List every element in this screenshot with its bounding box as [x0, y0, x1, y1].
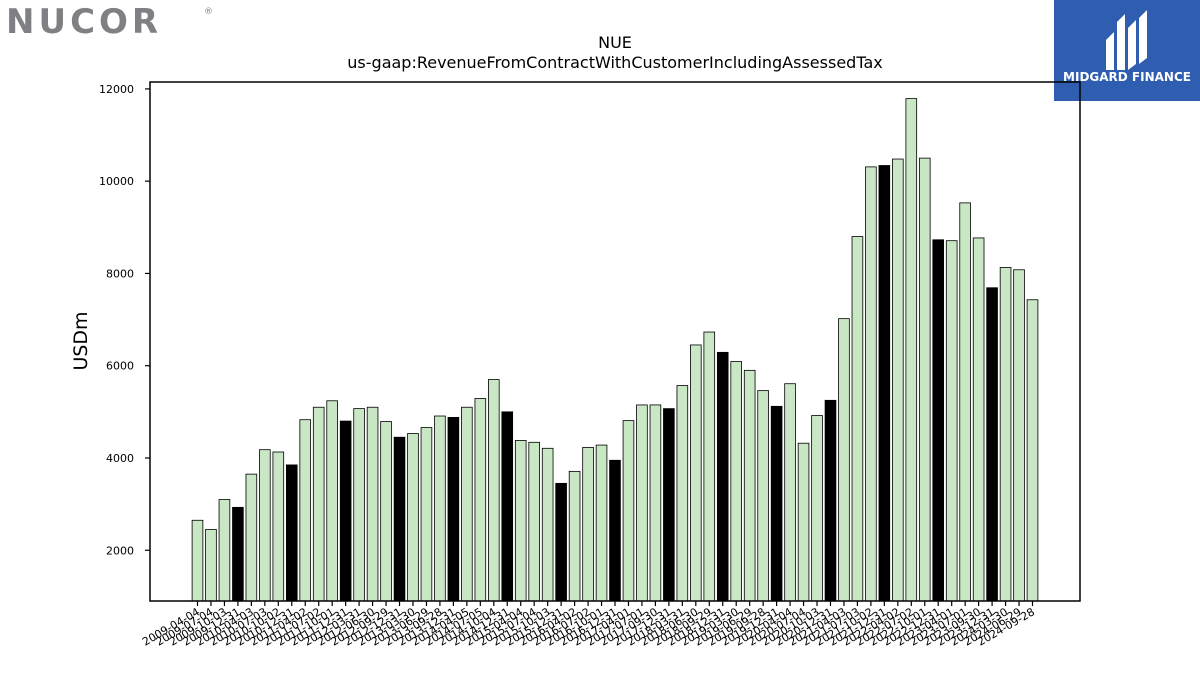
bar [878, 165, 891, 602]
midgard-logo-text: MIDGARD FINANCE [1063, 70, 1191, 84]
bar [595, 444, 608, 602]
bar [663, 408, 675, 602]
midgard-emblem-icon [1106, 10, 1147, 70]
bar [582, 446, 594, 602]
bar [380, 421, 392, 602]
bar [811, 415, 823, 602]
bar [514, 440, 527, 602]
bar [824, 399, 837, 602]
bar [757, 390, 769, 602]
bar [959, 202, 971, 602]
y-axis-label: USDm [70, 311, 92, 370]
bar [932, 239, 945, 602]
bar [918, 157, 931, 602]
plot-frame [149, 81, 1081, 602]
nucor-logo-text: NUCOR [6, 4, 162, 38]
bar [986, 287, 998, 602]
bar [272, 451, 285, 602]
bar [407, 433, 419, 602]
bar [259, 449, 271, 602]
bar [676, 385, 689, 602]
bar [865, 166, 877, 602]
y-tick-label: 12000 [99, 83, 134, 96]
bar [703, 331, 716, 602]
bars [191, 98, 1039, 602]
bar [892, 158, 904, 602]
bar [474, 398, 487, 602]
bar [770, 405, 783, 602]
bar [838, 318, 850, 602]
bar [905, 98, 918, 602]
y-tick-label: 10000 [99, 175, 134, 188]
bar [1026, 299, 1039, 602]
bar [784, 383, 796, 602]
midgard-finance-logo: MIDGARD FINANCE [1054, 0, 1200, 101]
bar [622, 420, 635, 602]
y-tick-label: 2000 [106, 544, 134, 557]
chart-title: NUE [598, 33, 632, 52]
bar [312, 406, 325, 602]
bar [393, 436, 406, 602]
bar [972, 237, 985, 602]
bar [999, 267, 1012, 602]
bar [366, 406, 379, 602]
bar [191, 519, 204, 602]
bar [528, 441, 540, 602]
bar [649, 404, 662, 602]
bar [555, 482, 567, 602]
bar [218, 499, 231, 602]
bar [487, 379, 500, 602]
bar [568, 470, 581, 602]
bar [326, 400, 338, 602]
bar [434, 415, 446, 602]
bar [716, 351, 729, 602]
y-tick-label: 8000 [106, 267, 134, 280]
bar [447, 416, 460, 602]
nucor-logo: NUCOR ® [6, 4, 213, 38]
bar [851, 236, 864, 602]
bar [353, 408, 365, 602]
y-axis-ticks: 2000 4000 6000 8000 10000 12000 [99, 83, 150, 557]
registered-mark-icon: ® [204, 7, 213, 17]
bar [636, 404, 648, 602]
bar [690, 344, 702, 602]
bar [1013, 269, 1025, 602]
bar [541, 447, 554, 602]
bar [730, 361, 742, 602]
y-tick-label: 6000 [106, 360, 134, 373]
bar [232, 506, 244, 602]
x-axis-ticks: 2009-04-042009-07-042009-10-032009-12-31… [140, 601, 1037, 649]
bar [609, 459, 621, 602]
bar [501, 411, 514, 602]
bar [420, 427, 433, 602]
chart-subtitle: us-gaap:RevenueFromContractWithCustomerI… [347, 53, 882, 72]
bar [339, 420, 352, 602]
y-tick-label: 4000 [106, 452, 134, 465]
bar [743, 369, 756, 602]
bar [299, 419, 312, 602]
bar [461, 406, 473, 602]
bar [205, 529, 217, 602]
bar [945, 240, 958, 602]
bar [797, 442, 810, 602]
bar [285, 464, 298, 602]
bar [245, 473, 258, 602]
